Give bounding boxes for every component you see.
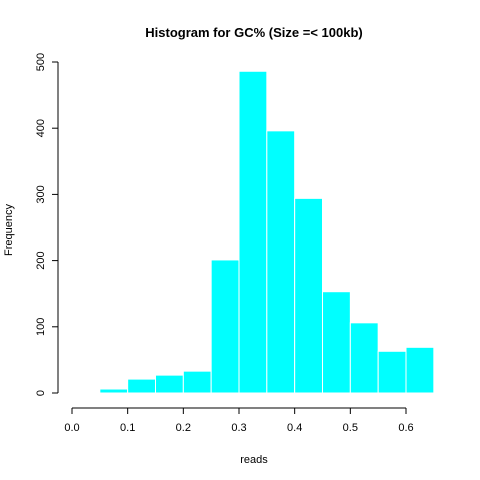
y-axis-label: Frequency (3, 204, 15, 256)
histogram-bar (71, 391, 101, 394)
y-tick-label: 500 (35, 53, 47, 71)
x-tick-label: 0.5 (343, 422, 358, 434)
x-tick-label: 0.6 (398, 422, 413, 434)
y-tick-label: 100 (35, 318, 47, 336)
histogram-bar (266, 130, 296, 394)
x-tick-label: 0.0 (64, 422, 79, 434)
y-tick-label: 300 (35, 185, 47, 203)
histogram-bar (155, 374, 184, 394)
chart-title: Histogram for GC% (Size =< 100kb) (145, 25, 362, 40)
y-axis: 0 100 200 300 400 500 (35, 53, 59, 396)
histogram-bar (210, 259, 240, 394)
y-tick-label: 0 (35, 390, 47, 396)
histogram-bar (127, 378, 156, 394)
bars-group (71, 70, 435, 394)
histogram-bar (99, 388, 129, 394)
histogram-bar (377, 350, 407, 394)
x-axis: 0.0 0.1 0.2 0.3 0.4 0.5 0.6 (64, 407, 414, 434)
x-tick-label: 0.3 (231, 422, 246, 434)
histogram-bar (294, 197, 323, 394)
x-tick-label: 0.4 (287, 422, 302, 434)
x-tick-label: 0.2 (176, 422, 191, 434)
histogram-bar (322, 291, 351, 394)
x-tick-label: 0.1 (120, 422, 135, 434)
histogram-bar (405, 346, 435, 394)
histogram-bar (238, 70, 268, 394)
y-tick-label: 400 (35, 119, 47, 137)
histogram-bar (349, 322, 379, 394)
histogram-bar (182, 370, 212, 394)
x-axis-label: reads (240, 454, 268, 466)
y-tick-label: 200 (35, 251, 47, 269)
